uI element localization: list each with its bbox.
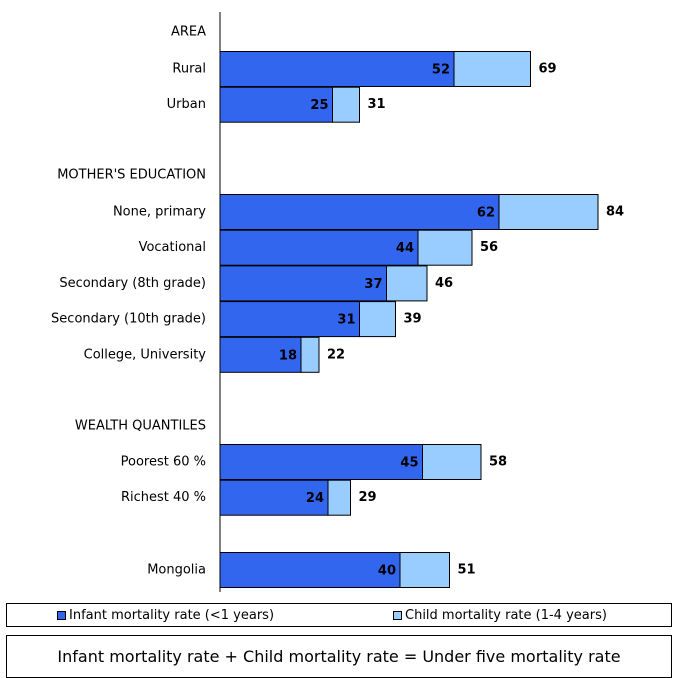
data-label-total: 31	[368, 97, 386, 112]
bar-infant	[219, 86, 333, 123]
bar-infant	[219, 552, 401, 588]
legend-label-infant: Infant mortality rate (<1 years)	[69, 608, 275, 623]
data-label-total: 22	[327, 347, 345, 362]
bar-infant	[219, 444, 423, 480]
category-label: Mongolia	[147, 563, 206, 578]
data-label-total: 51	[458, 563, 476, 578]
group-header: AREA	[171, 25, 206, 40]
bar-infant	[219, 301, 360, 338]
category-label: Rural	[172, 62, 206, 77]
data-label-infant: 52	[432, 63, 450, 78]
bar-infant	[219, 336, 302, 373]
bar-child	[386, 265, 428, 302]
group-header: MOTHER'S EDUCATION	[57, 168, 206, 183]
bar-child	[300, 336, 320, 373]
legend-swatch-infant	[57, 611, 66, 620]
data-label-infant: 31	[337, 313, 355, 328]
data-label-total: 69	[539, 62, 557, 77]
bar-infant	[219, 229, 419, 266]
data-label-infant: 25	[310, 98, 328, 113]
bar-child	[359, 301, 396, 338]
category-label: Poorest 60 %	[121, 455, 206, 470]
data-label-total: 46	[435, 276, 453, 291]
legend-item-infant: Infant mortality rate (<1 years)	[57, 608, 274, 623]
chart: AREA Rural 52 69 Urban 25 31 MOTHER'S EDUCATION…	[51, 12, 624, 592]
bar-child	[422, 444, 482, 480]
category-label: Richest 40 %	[121, 490, 206, 505]
bar-child	[417, 229, 473, 266]
bar-infant	[219, 265, 387, 302]
data-label-total: 58	[489, 455, 507, 470]
legend-swatch-child	[393, 611, 402, 620]
bar-child	[399, 552, 450, 588]
data-label-infant: 18	[279, 348, 297, 363]
legend-item-child: Child mortality rate (1-4 years)	[393, 608, 607, 623]
bar-child	[327, 479, 351, 516]
category-label: College, University	[84, 347, 207, 362]
data-label-infant: 62	[477, 206, 495, 221]
data-label-total: 56	[480, 240, 498, 255]
formula-note: Infant mortality rate + Child mortality …	[6, 635, 672, 678]
category-label: Secondary (10th grade)	[51, 312, 206, 327]
bar-child	[332, 86, 360, 123]
category-label: Vocational	[139, 240, 206, 255]
data-label-infant: 44	[396, 241, 414, 256]
legend-label-child: Child mortality rate (1-4 years)	[405, 608, 607, 623]
data-label-infant: 24	[306, 491, 324, 506]
bar-child	[498, 194, 599, 230]
bar-child	[453, 51, 531, 87]
data-label-total: 39	[404, 312, 422, 327]
data-label-infant: 37	[364, 277, 382, 292]
data-label-total: 84	[606, 205, 624, 220]
group-header: WEALTH QUANTILES	[75, 419, 206, 434]
data-label-infant: 40	[378, 564, 396, 579]
bar-infant	[219, 194, 500, 230]
legend: Infant mortality rate (<1 years) Child m…	[6, 603, 672, 627]
category-label: None, primary	[113, 205, 206, 220]
bar-infant	[219, 51, 455, 87]
category-label: Secondary (8th grade)	[59, 276, 206, 291]
data-label-total: 29	[359, 490, 377, 505]
category-label: Urban	[167, 97, 206, 112]
data-label-infant: 45	[400, 456, 418, 471]
